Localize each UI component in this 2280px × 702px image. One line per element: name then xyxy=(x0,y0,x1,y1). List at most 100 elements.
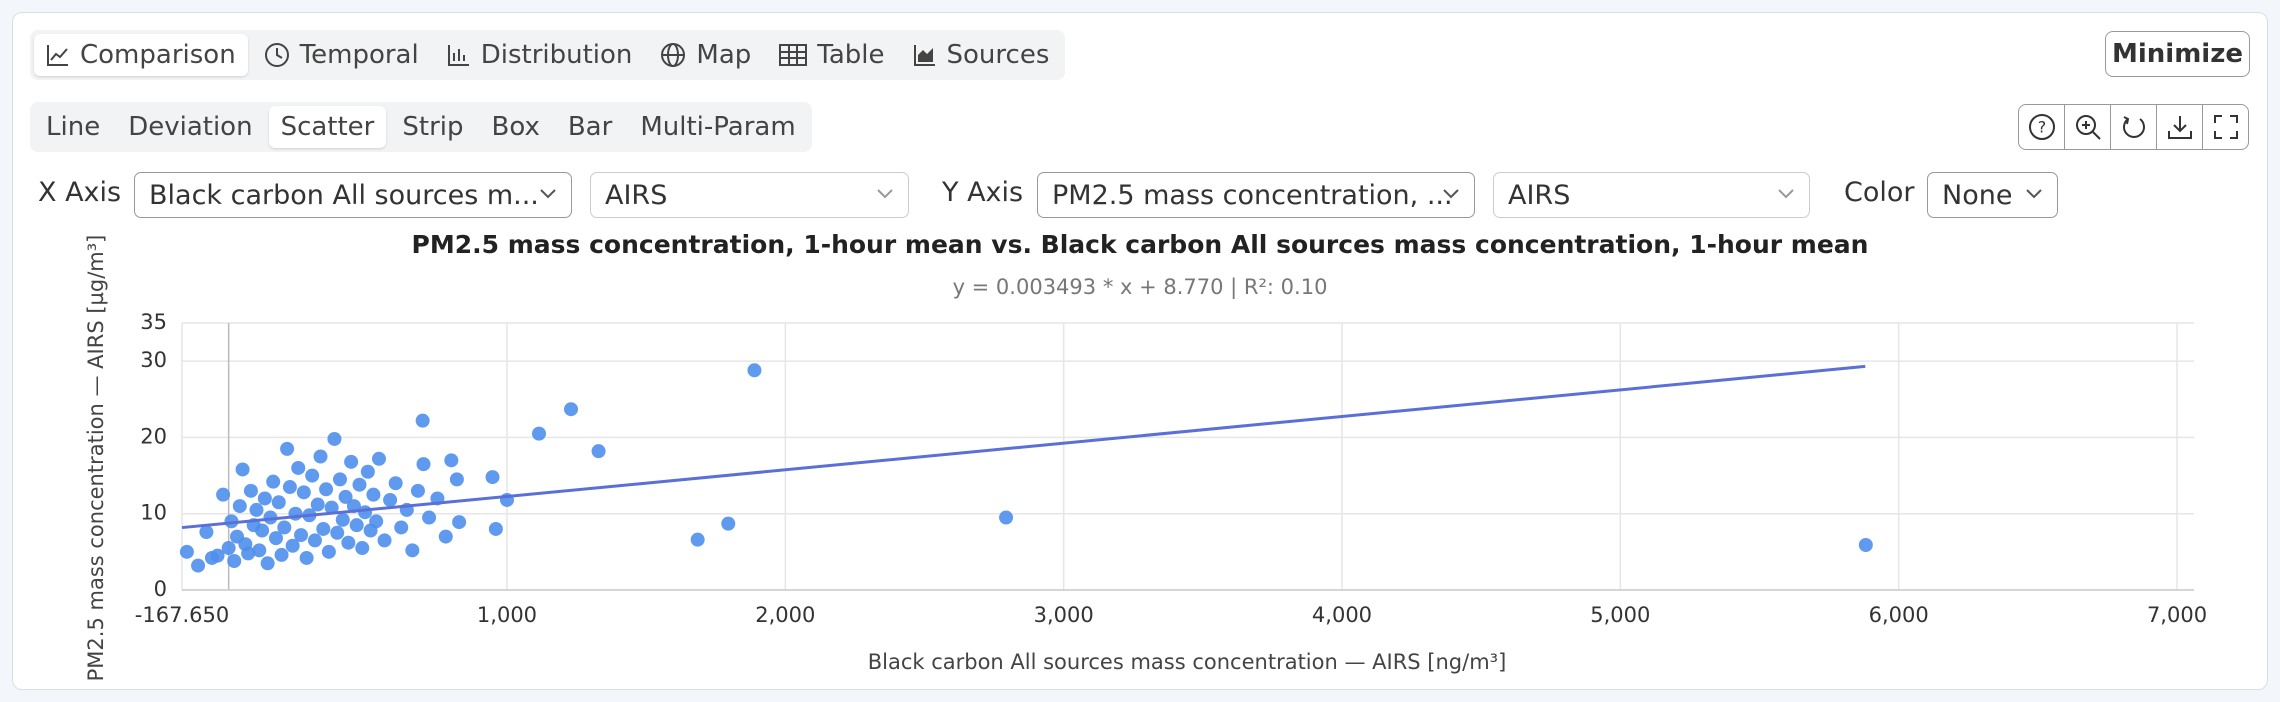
subtab[interactable]: Scatter xyxy=(268,106,387,148)
download-button[interactable] xyxy=(2157,105,2203,149)
scatter-point xyxy=(277,520,292,535)
scatter-point xyxy=(352,477,367,492)
scatter-point xyxy=(216,487,231,502)
y-tick-label: 0 xyxy=(154,577,167,601)
scatter-point xyxy=(257,491,272,506)
scatter-point xyxy=(349,518,364,533)
help-button[interactable]: ? xyxy=(2019,105,2065,149)
scatter-point xyxy=(564,402,579,417)
tab-label: Comparison xyxy=(80,40,236,70)
color-select[interactable]: None xyxy=(1927,172,2058,218)
icon xyxy=(779,44,808,66)
subtab[interactable]: Deviation xyxy=(128,112,253,142)
subtab[interactable]: Bar xyxy=(567,112,613,142)
scatter-point xyxy=(296,485,311,500)
y-parameter-select[interactable]: PM2.5 mass concentration, ... xyxy=(1037,172,1475,218)
scatter-point xyxy=(305,468,320,483)
icon xyxy=(913,45,935,66)
scatter-point xyxy=(282,480,297,495)
scatter-point xyxy=(299,550,314,565)
scatter-point xyxy=(383,492,398,507)
scatter-point xyxy=(321,544,336,559)
tab[interactable]: Map xyxy=(648,34,763,76)
scatter-point xyxy=(388,476,403,491)
scatter-point xyxy=(377,533,392,548)
y-tick-label: 35 xyxy=(140,310,167,334)
scatter-point xyxy=(252,543,267,558)
scatter-point xyxy=(227,554,242,569)
scatter-point xyxy=(355,541,370,556)
scatter-point xyxy=(291,460,306,475)
chart-subtitle: y = 0.003493 * x + 8.770 | R²: 0.10 xyxy=(953,275,1328,300)
minimize-button[interactable]: Minimize xyxy=(2105,31,2250,77)
scatter-point xyxy=(266,474,281,489)
tab[interactable]: Table xyxy=(767,34,896,76)
scatter-point xyxy=(415,413,430,428)
scatter-point xyxy=(999,510,1014,525)
x-axis-control-label: X Axis xyxy=(38,177,122,208)
scatter-point xyxy=(358,505,373,520)
x-tick-label: 6,000 xyxy=(1869,603,1929,627)
x-parameter-select[interactable]: Black carbon All sources m... xyxy=(134,172,572,218)
select-value: PM2.5 mass concentration, ... xyxy=(1052,179,1453,211)
icon xyxy=(47,45,68,66)
select-value: None xyxy=(1942,179,2013,211)
x-tick-label: 1,000 xyxy=(477,603,537,627)
scatter-point xyxy=(241,546,256,561)
tab-label: Temporal xyxy=(299,40,419,70)
scatter-point xyxy=(310,497,325,512)
scatter-point xyxy=(449,472,464,487)
scatter-point xyxy=(591,444,606,459)
scatter-point xyxy=(263,510,278,525)
scatter-point xyxy=(249,502,264,517)
tab[interactable]: Sources xyxy=(901,34,1062,76)
fullscreen-button[interactable] xyxy=(2203,105,2248,149)
scatter-point xyxy=(366,487,381,502)
subtab[interactable]: Multi-Param xyxy=(640,112,796,142)
zoom-button[interactable] xyxy=(2065,105,2111,149)
scatter-point xyxy=(285,538,300,553)
x-tick-label: 2,000 xyxy=(755,603,815,627)
reset-button[interactable] xyxy=(2111,105,2157,149)
x-axis-label: Black carbon All sources mass concentrat… xyxy=(868,650,1507,674)
y-source-select[interactable]: AIRS xyxy=(1493,172,1810,218)
subtab[interactable]: Strip xyxy=(402,112,464,142)
scatter-point xyxy=(360,464,375,479)
scatter-point xyxy=(410,483,425,498)
tab[interactable]: Temporal xyxy=(252,34,431,76)
scatter-point xyxy=(747,363,762,378)
select-value: AIRS xyxy=(605,179,668,211)
subtab[interactable]: Line xyxy=(46,112,101,142)
view-tabs: Comparison Temporal Distribution Map Tab… xyxy=(30,30,1066,80)
chart-type-tabs: Line Deviation Scatter Strip Box Bar Mul… xyxy=(30,102,812,152)
scatter-point xyxy=(327,431,342,446)
scatter-point xyxy=(243,483,258,498)
x-source-select[interactable]: AIRS xyxy=(590,172,909,218)
scatter-point xyxy=(369,514,384,529)
scatter-point xyxy=(316,521,331,536)
scatter-point xyxy=(268,531,283,546)
y-tick-label: 10 xyxy=(140,501,167,525)
scatter-point xyxy=(422,510,437,525)
select-value: AIRS xyxy=(1508,179,1571,211)
icon xyxy=(264,43,289,67)
tab[interactable]: Distribution xyxy=(435,34,645,76)
y-axis-label: PM2.5 mass concentration — AIRS [µg/m³] xyxy=(84,235,108,682)
scatter-point xyxy=(344,454,359,469)
chart-title: PM2.5 mass concentration, 1-hour mean vs… xyxy=(412,230,1869,259)
scatter-point xyxy=(274,547,289,562)
scatter-point xyxy=(324,500,339,515)
subtab[interactable]: Box xyxy=(491,112,540,142)
tab[interactable]: Comparison xyxy=(34,34,248,76)
scatter-point xyxy=(335,512,350,527)
icon xyxy=(447,45,469,66)
y-tick-label: 30 xyxy=(140,348,167,372)
scatter-point xyxy=(405,543,420,558)
scatter-point xyxy=(199,525,214,540)
scatter-point xyxy=(255,523,270,538)
scatter-point xyxy=(485,470,500,485)
scatter-point xyxy=(416,457,431,472)
tab-label: Sources xyxy=(946,40,1050,70)
scatter-point xyxy=(313,449,328,464)
x-tick-label: -167.650 xyxy=(135,603,229,627)
